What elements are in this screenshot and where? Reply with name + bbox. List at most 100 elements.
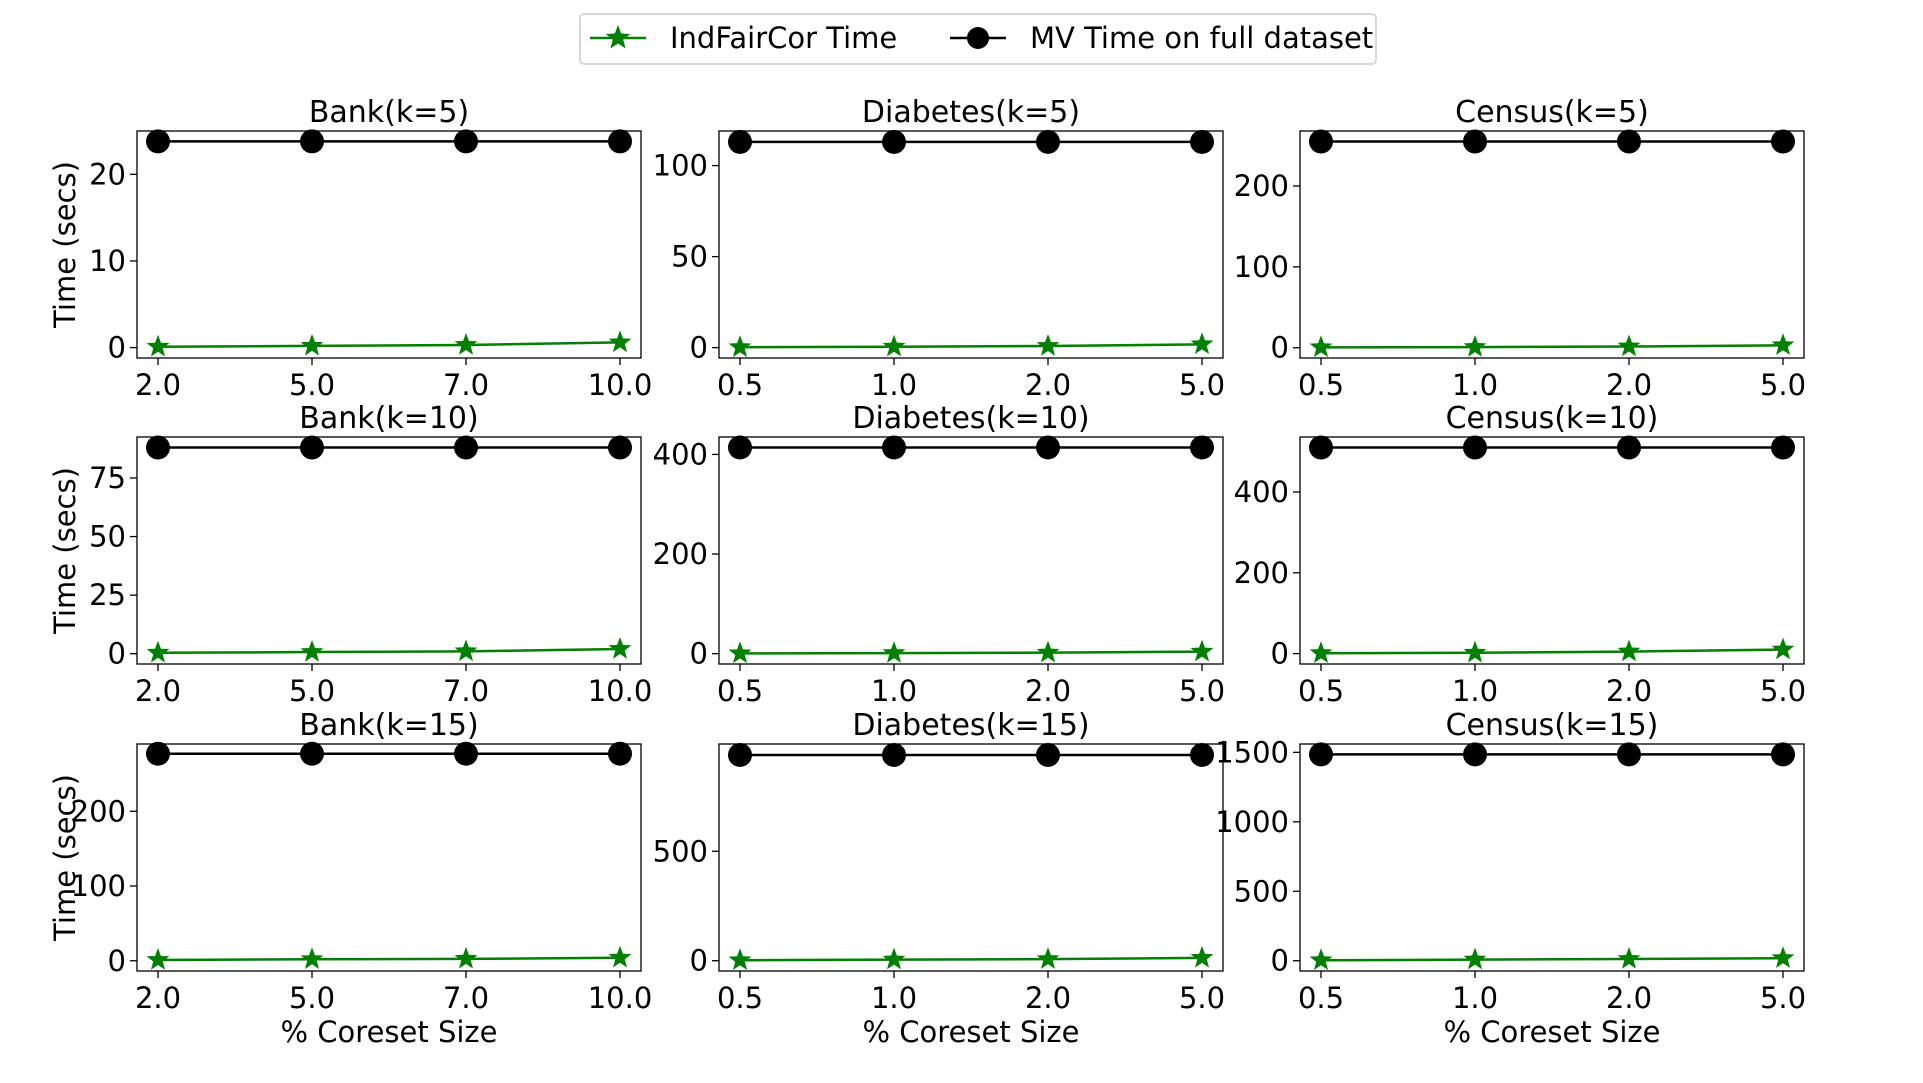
x-tick-label: 2.0 xyxy=(135,368,181,402)
series-line-indfaircor xyxy=(739,650,1203,655)
subplot-1: Bank(k=5) 0 10 20 2.0 5.0 7.0 10.0 Time (secs) xyxy=(48,95,652,402)
y-tick-label: 0 xyxy=(690,944,708,978)
plot-frame xyxy=(1299,130,1805,359)
legend-label-mv: MV Time on full dataset xyxy=(1030,21,1373,55)
mv-point xyxy=(882,129,906,154)
indfaircor-point xyxy=(1309,335,1333,358)
indfaircor-point xyxy=(728,641,752,664)
mv-point xyxy=(146,129,170,154)
x-tick-label: 2.0 xyxy=(1025,981,1071,1015)
indfaircor-point xyxy=(454,333,478,355)
x-tick-label: 5.0 xyxy=(1760,674,1806,708)
subplot-title: Diabetes(k=5) xyxy=(862,95,1080,130)
y-axis-label: Time (secs) xyxy=(48,161,82,329)
x-tick-label: 0.5 xyxy=(717,368,763,402)
indfaircor-point xyxy=(1463,640,1487,663)
indfaircor-point xyxy=(300,640,324,662)
x-tick-label: 7.0 xyxy=(443,674,489,708)
x-tick-label: 2.0 xyxy=(1606,981,1652,1015)
x-tick-label: 5.0 xyxy=(289,674,335,708)
y-tick-label: 25 xyxy=(89,578,126,612)
series-line-indfaircor xyxy=(1320,344,1784,349)
plot-frame xyxy=(718,743,1224,972)
x-tick-label: 0.5 xyxy=(717,674,763,708)
x-tick-label: 1.0 xyxy=(1452,368,1498,402)
x-tick-label: 2.0 xyxy=(1025,368,1071,402)
plot-frame xyxy=(1299,743,1805,972)
mv-point xyxy=(1463,742,1487,767)
indfaircor-point xyxy=(1309,948,1333,971)
y-axis-label: Time (secs) xyxy=(48,774,82,942)
plot-frame xyxy=(718,436,1224,665)
plot-frame xyxy=(1299,436,1805,665)
y-tick-label: 75 xyxy=(89,461,126,495)
y-tick-label: 50 xyxy=(89,520,126,554)
y-tick-label: 0 xyxy=(1271,331,1289,365)
indfaircor-point xyxy=(608,945,632,968)
subplot-8: Diabetes(k=15) 0 500 0.5 1.0 2.0 5.0 % Coreset … xyxy=(653,708,1225,1049)
mv-point xyxy=(1190,129,1214,154)
x-axis-label: % Coreset Size xyxy=(281,1015,498,1049)
x-tick-label: 10.0 xyxy=(588,674,653,708)
x-tick-label: 1.0 xyxy=(1452,981,1498,1015)
mv-point xyxy=(608,129,632,154)
indfaircor-point xyxy=(146,334,170,357)
subplot-title: Bank(k=5) xyxy=(309,95,469,130)
indfaircor-point xyxy=(454,946,478,969)
plot-frame xyxy=(136,130,642,359)
mv-point xyxy=(728,129,752,154)
legend-label-indfaircor: IndFairCor Time xyxy=(670,21,897,55)
mv-point xyxy=(882,435,906,460)
x-tick-label: 1.0 xyxy=(1452,674,1498,708)
y-tick-label: 0 xyxy=(108,944,126,978)
subplot-5: Diabetes(k=10) 0 200 400 0.5 1.0 2.0 5.0 xyxy=(653,401,1225,708)
x-tick-label: 7.0 xyxy=(443,981,489,1015)
series-line-indfaircor xyxy=(157,647,621,655)
x-tick-label: 2.0 xyxy=(135,674,181,708)
x-tick-label: 7.0 xyxy=(443,368,489,402)
y-tick-label: 0 xyxy=(690,331,708,365)
mv-point xyxy=(1617,435,1641,460)
indfaircor-point xyxy=(728,335,752,357)
legend-circle-icon xyxy=(967,27,989,49)
x-tick-label: 2.0 xyxy=(1606,674,1652,708)
indfaircor-point xyxy=(300,333,324,356)
mv-point xyxy=(1771,435,1795,460)
mv-point xyxy=(454,741,478,766)
x-tick-label: 5.0 xyxy=(1760,981,1806,1015)
indfaircor-point xyxy=(1190,332,1214,355)
mv-point xyxy=(1190,435,1214,460)
indfaircor-point xyxy=(1617,334,1641,357)
y-tick-label: 20 xyxy=(89,157,126,191)
indfaircor-point xyxy=(1036,947,1060,969)
mv-point xyxy=(454,129,478,154)
subplot-7: Bank(k=15) 0 100 200 2.0 5.0 7.0 10.0 Time (secs… xyxy=(48,708,652,1049)
mv-point xyxy=(882,742,906,767)
x-tick-label: 1.0 xyxy=(871,674,917,708)
mv-point xyxy=(1309,742,1333,767)
mv-point xyxy=(1036,435,1060,460)
plot-frame xyxy=(136,436,642,665)
subplot-title: Census(k=5) xyxy=(1455,95,1649,130)
mv-point xyxy=(300,129,324,154)
subplot-title: Diabetes(k=15) xyxy=(852,708,1089,743)
y-tick-label: 200 xyxy=(1234,556,1289,590)
x-tick-label: 5.0 xyxy=(1179,368,1225,402)
mv-point xyxy=(1617,129,1641,154)
x-axis-label: % Coreset Size xyxy=(1444,1015,1661,1049)
indfaircor-point xyxy=(1190,639,1214,662)
y-tick-label: 100 xyxy=(1234,250,1289,284)
mv-point xyxy=(1463,435,1487,460)
plot-frame xyxy=(718,130,1224,359)
indfaircor-point xyxy=(300,947,324,969)
mv-point xyxy=(1309,129,1333,154)
x-tick-label: 10.0 xyxy=(588,368,653,402)
series-line-indfaircor xyxy=(739,956,1203,962)
mv-point xyxy=(300,741,324,766)
indfaircor-point xyxy=(1771,637,1795,660)
indfaircor-point xyxy=(728,948,752,970)
mv-point xyxy=(728,742,752,767)
mv-point xyxy=(146,435,170,460)
mv-point xyxy=(608,741,632,766)
mv-point xyxy=(300,435,324,460)
